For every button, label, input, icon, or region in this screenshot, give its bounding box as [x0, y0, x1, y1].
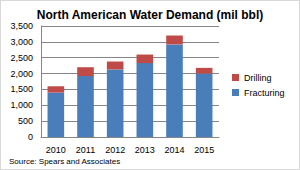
svg-text:2011: 2011	[76, 145, 95, 155]
svg-text:3,000: 3,000	[10, 37, 33, 47]
svg-text:1,000: 1,000	[10, 100, 33, 110]
svg-text:0: 0	[28, 132, 33, 142]
svg-text:3,500: 3,500	[10, 21, 33, 31]
svg-text:Source: Spears and Associates: Source: Spears and Associates	[9, 157, 120, 166]
svg-text:2,000: 2,000	[10, 69, 33, 79]
svg-text:North American Water Demand (m: North American Water Demand (mil bbl)	[37, 8, 263, 22]
svg-text:Fracturing: Fracturing	[244, 88, 285, 98]
svg-text:2,500: 2,500	[10, 53, 33, 63]
svg-text:1,500: 1,500	[10, 84, 33, 94]
svg-text:Drilling: Drilling	[244, 73, 272, 83]
svg-text:2012: 2012	[105, 145, 125, 155]
svg-text:2014: 2014	[164, 145, 184, 155]
svg-text:2010: 2010	[46, 145, 66, 155]
svg-text:2013: 2013	[135, 145, 155, 155]
svg-text:500: 500	[18, 116, 33, 126]
svg-text:2015: 2015	[194, 145, 214, 155]
